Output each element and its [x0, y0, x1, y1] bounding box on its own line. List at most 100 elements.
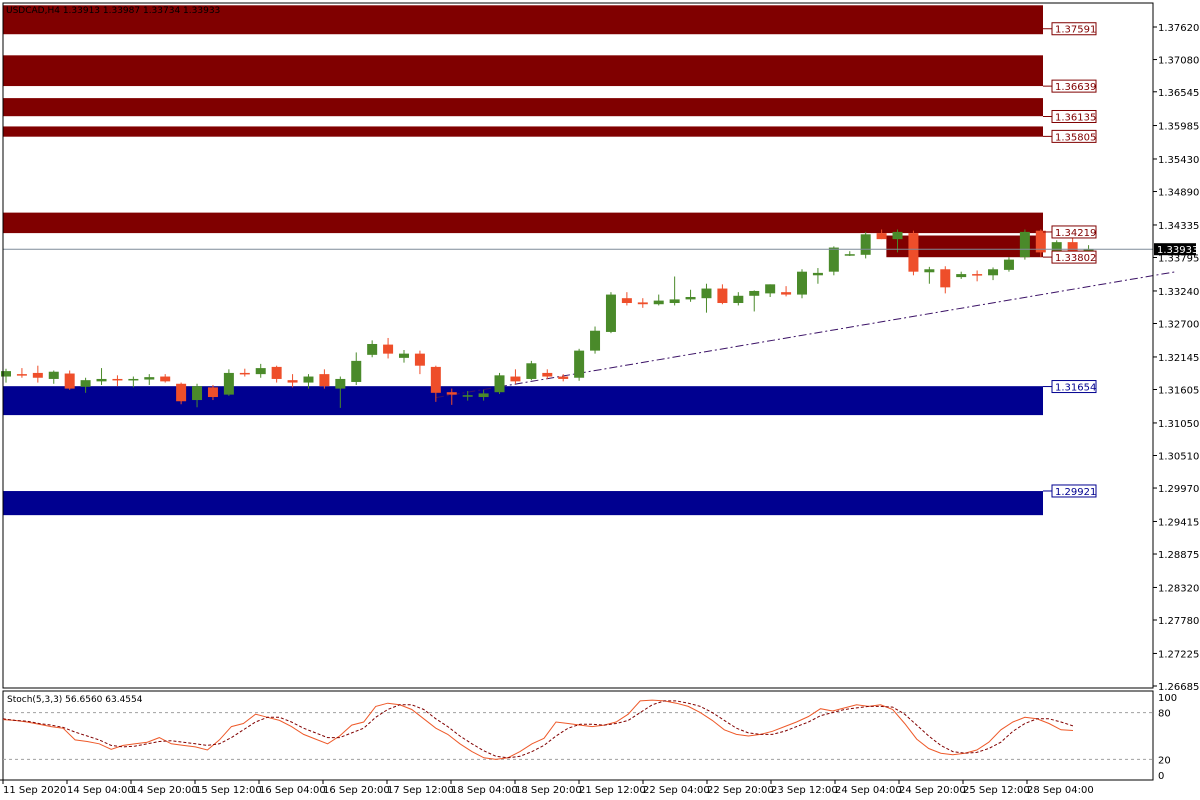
price-axis[interactable]: 1.37620 1.37080 1.36545 1.35985 1.35430 1.348… — [1153, 23, 1199, 693]
price-tick-label: 1.36545 — [1158, 88, 1199, 99]
resistance-label-box — [1051, 22, 1097, 36]
price-panel[interactable]: USDCAD,H4 1.33913 1.33987 1.33734 1.3393… — [1, 2, 1199, 693]
price-tick-label: 1.33795 — [1158, 254, 1199, 265]
resistance-zone — [3, 212, 1043, 234]
bear-candle — [908, 233, 919, 272]
bear-candle — [176, 383, 187, 402]
bull-candle — [144, 377, 155, 380]
bull-candle — [765, 284, 776, 294]
bear-candle — [414, 353, 425, 366]
trendline-layer — [435, 271, 1177, 399]
bull-candle — [1083, 249, 1094, 252]
bear-candle — [558, 376, 569, 379]
bear-candle — [32, 372, 43, 378]
bull-candle — [988, 269, 999, 276]
bull-candle — [749, 290, 760, 296]
price-tick-label: 1.35430 — [1158, 155, 1199, 166]
time-tick-label: 15 Sep 12:00 — [195, 785, 262, 796]
resistance-zone — [3, 126, 1043, 137]
time-tick-label: 23 Sep 12:00 — [771, 785, 838, 796]
bull-candle — [478, 393, 489, 398]
bull-candle — [844, 254, 855, 256]
current-price-label: 1.33933 — [1157, 245, 1198, 256]
price-tick-label: 1.33240 — [1158, 287, 1199, 298]
bull-candle — [892, 231, 903, 240]
bull-candle — [526, 363, 537, 379]
time-tick-label: 21 Sep 12:00 — [579, 785, 646, 796]
time-tick-label: 16 Sep 20:00 — [323, 785, 390, 796]
stochastic-panel[interactable]: Stoch(5,3,3) 56.6560 63.4554 100 80 20 0 — [2, 690, 1177, 782]
stochastic-tick-label: 100 — [1158, 693, 1177, 704]
support-label-box — [1051, 380, 1097, 394]
resistance-label-box — [1051, 129, 1097, 143]
support-resistance-zones — [3, 5, 1043, 516]
zone-price-labels: 1.37591 1.36639 1.36135 1.35805 1.34219 1.338… — [1043, 22, 1097, 498]
bull-candle — [590, 330, 601, 351]
resistance-label-box — [1051, 79, 1097, 93]
trendline — [435, 271, 1177, 399]
bull-candle — [80, 380, 91, 387]
time-tick-label: 16 Sep 04:00 — [259, 785, 326, 796]
bull-candle — [1003, 259, 1014, 270]
stochastic-panel-frame — [2, 690, 1154, 781]
current-price-badge — [1154, 243, 1196, 256]
bear-candle — [637, 302, 648, 305]
bull-candle — [399, 353, 409, 358]
bear-candle — [239, 372, 250, 375]
support-price-label: 1.31654 — [1055, 383, 1096, 394]
stochastic-lines — [2, 699, 1074, 760]
bear-candle — [621, 298, 632, 304]
stochastic-title: Stoch(5,3,3) 56.6560 63.4554 — [7, 695, 143, 705]
support-zone — [3, 491, 1043, 516]
resistance-price-label: 1.36135 — [1055, 112, 1096, 123]
bull-candle — [462, 395, 473, 397]
price-tick-label: 1.31605 — [1158, 385, 1199, 396]
bull-candle — [367, 343, 378, 355]
time-tick-label: 18 Sep 04:00 — [451, 785, 518, 796]
bear-candle — [510, 376, 521, 382]
support-zone — [3, 386, 1043, 416]
resistance-price-label: 1.36639 — [1055, 82, 1096, 93]
price-tick-label: 1.30510 — [1158, 451, 1199, 462]
bull-candle — [48, 371, 59, 379]
bear-candle — [1035, 230, 1046, 253]
time-tick-label: 28 Sep 04:00 — [1027, 785, 1094, 796]
bear-candle — [207, 387, 218, 398]
bull-candle — [96, 378, 107, 382]
bear-candle — [319, 374, 330, 387]
support-label-box — [1051, 484, 1097, 498]
stochastic-tick-label: 0 — [1158, 771, 1164, 782]
price-tick-label: 1.27225 — [1158, 649, 1199, 660]
resistance-zone — [3, 55, 1043, 87]
bear-candle — [16, 374, 27, 376]
bear-candle — [876, 233, 887, 240]
bear-candle — [940, 269, 951, 288]
stochastic-main-line — [2, 699, 1074, 760]
resistance-zone — [3, 5, 1043, 35]
price-tick-label: 1.32145 — [1158, 353, 1199, 364]
bull-candle — [351, 360, 362, 382]
bear-candle — [446, 392, 457, 395]
resistance-label-box — [1051, 225, 1097, 239]
bull-candle — [1051, 242, 1062, 253]
bull-candle — [335, 378, 346, 389]
price-tick-label: 1.31050 — [1158, 419, 1199, 430]
bull-candle — [128, 378, 139, 381]
resistance-zone — [886, 235, 1043, 258]
bull-candle — [701, 288, 712, 299]
resistance-zone — [3, 98, 1043, 117]
bear-candle — [160, 376, 171, 382]
bull-candle — [1, 371, 11, 377]
time-tick-label: 22 Sep 04:00 — [643, 785, 710, 796]
price-tick-label: 1.27780 — [1158, 616, 1199, 627]
bear-candle — [112, 378, 123, 381]
bear-candle — [717, 288, 728, 304]
bull-candle — [924, 269, 935, 273]
bull-candle — [812, 272, 823, 276]
price-tick-label: 1.28320 — [1158, 583, 1199, 594]
time-tick-label: 17 Sep 12:00 — [387, 785, 454, 796]
symbol-title: USDCAD,H4 1.33913 1.33987 1.33734 1.3393… — [6, 6, 220, 16]
resistance-price-label: 1.34219 — [1055, 228, 1096, 239]
